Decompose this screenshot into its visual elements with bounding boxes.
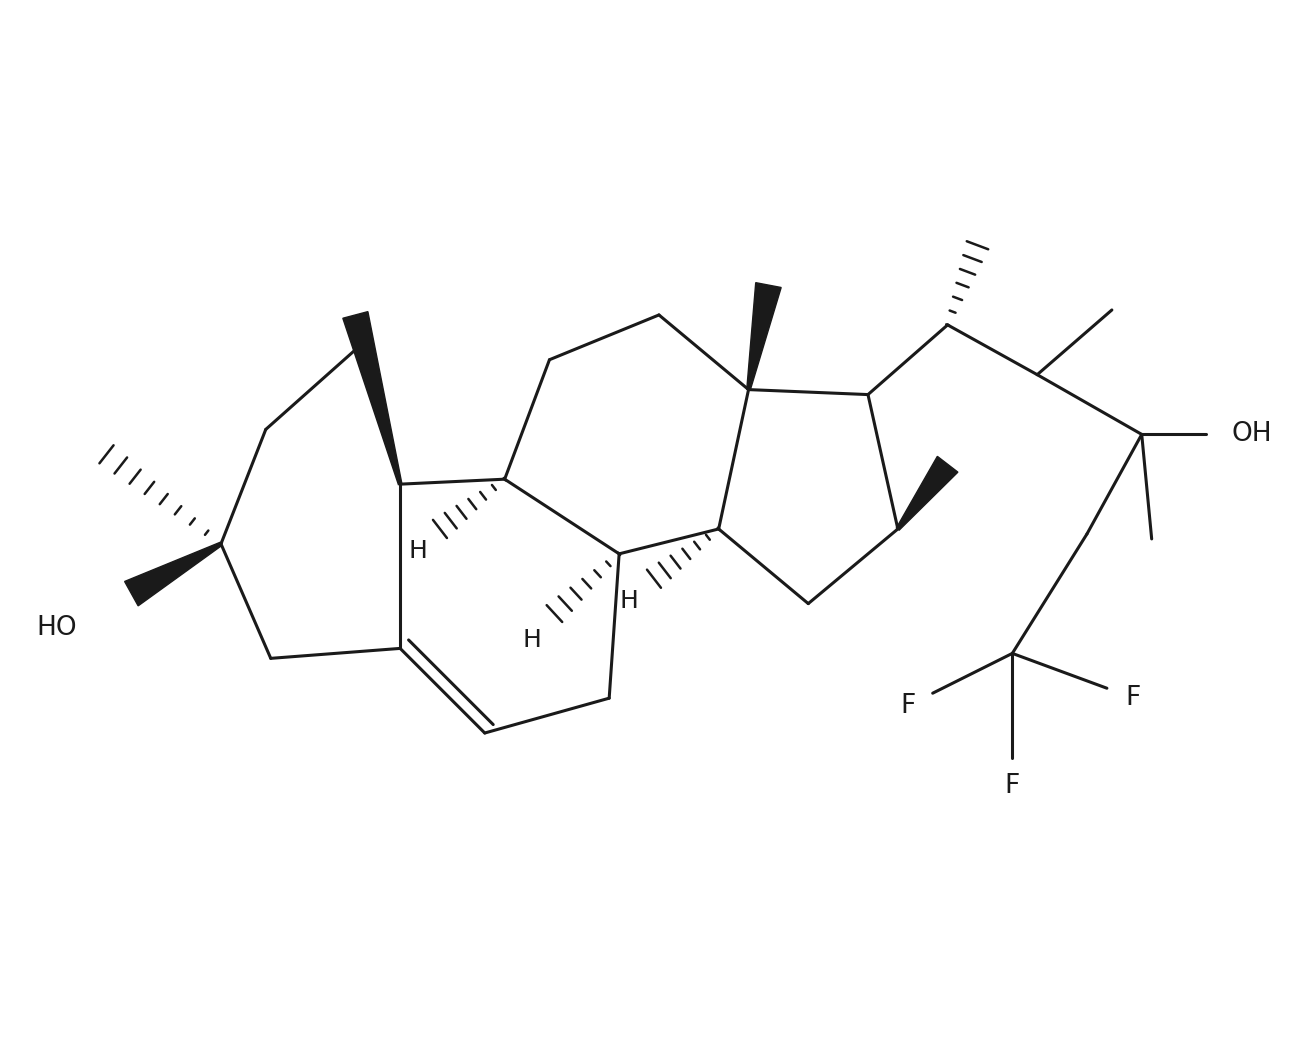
Polygon shape bbox=[746, 282, 781, 390]
Text: F: F bbox=[1125, 685, 1141, 711]
Text: HO: HO bbox=[36, 616, 77, 641]
Text: H: H bbox=[409, 539, 427, 563]
Text: H: H bbox=[619, 589, 639, 612]
Text: F: F bbox=[1005, 772, 1020, 799]
Polygon shape bbox=[125, 542, 222, 606]
Text: F: F bbox=[900, 692, 915, 718]
Text: OH: OH bbox=[1232, 421, 1272, 447]
Polygon shape bbox=[343, 311, 402, 485]
Text: H: H bbox=[522, 628, 541, 653]
Polygon shape bbox=[897, 457, 958, 530]
